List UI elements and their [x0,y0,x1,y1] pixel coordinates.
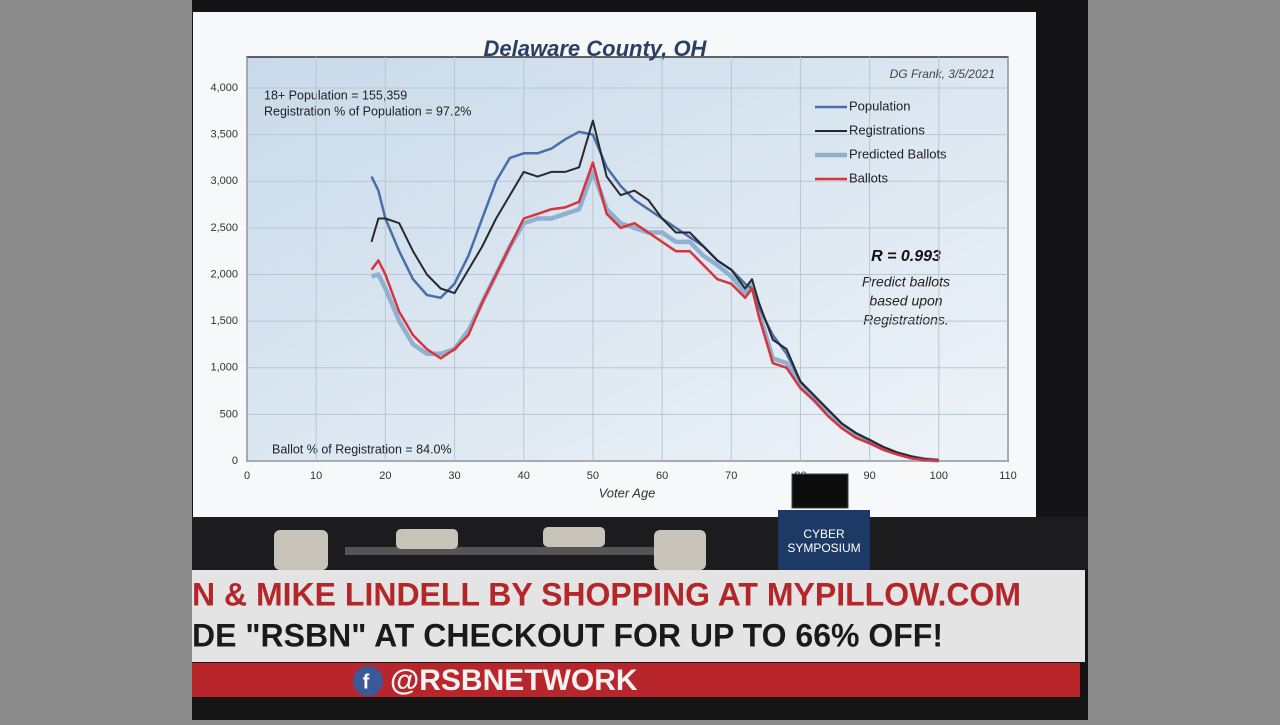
x-tick-label: 0 [244,470,250,482]
r-label: R = 0.993 [871,248,941,265]
x-tick-label: 10 [310,470,322,482]
legend-label: Ballots [849,170,889,185]
note: Predict ballots [862,274,950,290]
y-tick-label: 3,500 [210,129,238,141]
podium-text: SYMPOSIUM [787,541,860,555]
annotation: Registration % of Population = 97.2% [264,104,471,118]
x-tick-label: 100 [930,470,948,482]
x-tick-label: 90 [864,470,876,482]
y-tick-label: 1,000 [210,362,238,374]
ticker-text: DE "RSBN" AT CHECKOUT FOR UP TO 66% OFF! [192,617,943,653]
social-handle: @RSBNETWORK [390,664,638,697]
y-tick-label: 4,000 [210,82,238,94]
plot-area [246,56,1009,462]
y-tick-label: 0 [232,455,238,467]
chair [274,530,328,570]
y-tick-label: 1,500 [210,315,238,327]
chair [396,529,458,549]
x-tick-label: 60 [656,470,668,482]
x-tick-label: 70 [725,470,737,482]
chart: 0 500 1,000 1,500 2,000 2,500 3,000 3,500 4,000 0… [210,57,1017,482]
podium [778,510,870,570]
laptop [791,473,849,509]
legend-label: Predicted Ballots [849,146,947,161]
annotation: Ballot % of Registration = 84.0% [272,442,452,456]
y-tick-label: 2,000 [210,268,238,280]
x-tick-label: 50 [587,470,599,482]
y-tick-label: 3,000 [210,175,238,187]
x-tick-label: 20 [379,470,391,482]
x-axis-label: Voter Age [599,485,656,500]
legend-label: Population [849,98,910,113]
facebook-f: f [363,671,370,693]
x-tick-label: 30 [448,470,460,482]
chair [654,530,706,570]
x-tick-label: 40 [518,470,530,482]
chart-title: Delaware County, OH [484,36,708,61]
chair [543,527,605,547]
ticker-box [192,570,1085,662]
series-line [370,119,939,462]
ticker-text: N & MIKE LINDELL BY SHOPPING AT MYPILLOW… [192,576,1021,612]
podium-text: CYBER [803,527,845,541]
stage [192,517,1088,570]
x-tick-label: 110 [999,470,1017,482]
note: based upon [869,293,942,309]
social-bar [192,663,1080,697]
subtitle: DG Frank, 3/5/2021 [890,67,995,81]
facebook-icon [353,666,383,696]
series-line [370,161,939,462]
y-tick-label: 500 [220,408,238,420]
bottom-strip [192,697,1088,720]
y-tick-label: 2,500 [210,222,238,234]
note: Registrations. [863,312,949,328]
annotation: 18+ Population = 155,359 [264,88,407,102]
legend-label: Registrations [849,122,925,137]
table [345,547,665,555]
